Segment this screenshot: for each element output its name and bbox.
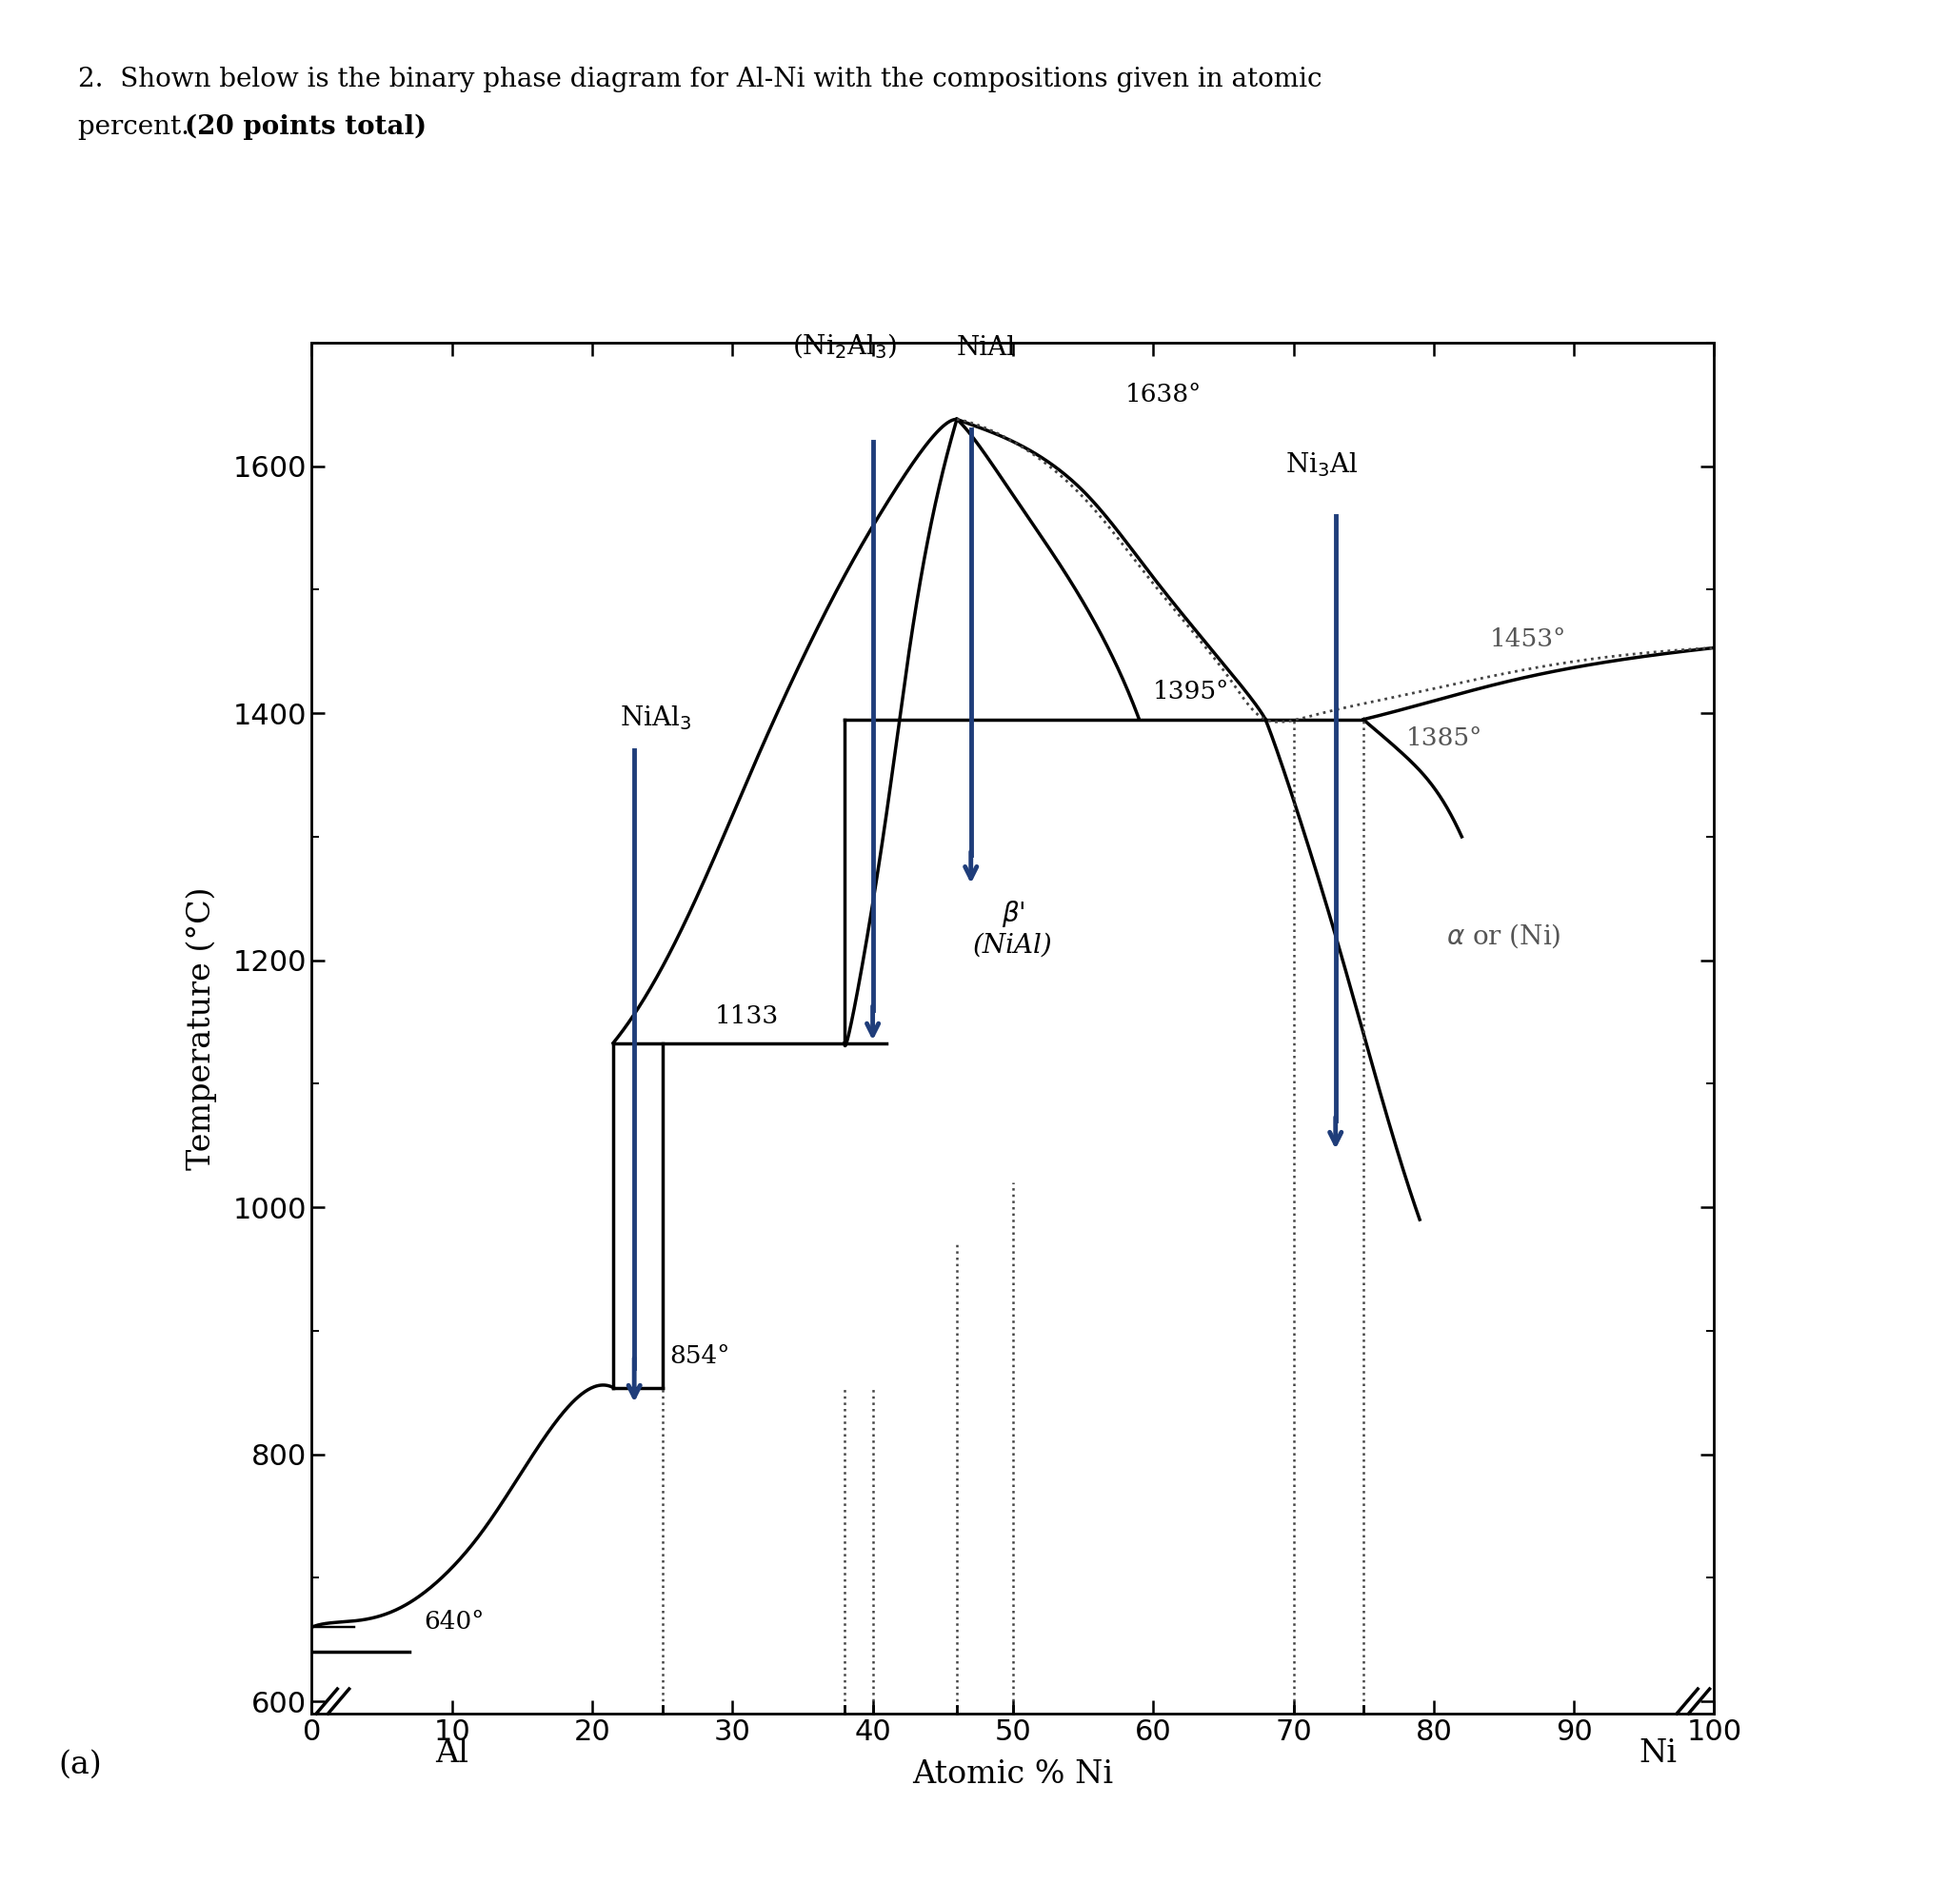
Text: $\beta$'
(NiAl): $\beta$' (NiAl) [974, 899, 1052, 958]
Text: $\alpha$ or (Ni): $\alpha$ or (Ni) [1447, 922, 1560, 950]
Text: Al: Al [434, 1738, 469, 1769]
Text: NiAl$_3$: NiAl$_3$ [619, 703, 692, 731]
Text: 854°: 854° [670, 1344, 730, 1367]
Text: 1395°: 1395° [1153, 680, 1229, 703]
X-axis label: Atomic % Ni: Atomic % Ni [912, 1759, 1114, 1790]
Text: (Ni$_2$Al$_3$): (Ni$_2$Al$_3$) [793, 331, 898, 362]
Text: (20 points total): (20 points total) [185, 114, 427, 141]
Text: 1133: 1133 [715, 1005, 779, 1028]
Text: Ni$_3$Al: Ni$_3$Al [1286, 449, 1358, 478]
Text: percent.: percent. [78, 114, 199, 141]
Text: 1453°: 1453° [1490, 626, 1566, 651]
Text: (a): (a) [58, 1750, 101, 1780]
Text: NiAl: NiAl [956, 335, 1017, 362]
Y-axis label: Temperature (°C): Temperature (°C) [187, 887, 218, 1169]
Text: 2.  Shown below is the binary phase diagram for Al-Ni with the compositions give: 2. Shown below is the binary phase diagr… [78, 67, 1323, 91]
Text: 640°: 640° [425, 1609, 485, 1634]
Text: Ni: Ni [1638, 1738, 1677, 1769]
Text: 1385°: 1385° [1406, 725, 1482, 750]
Text: 1638°: 1638° [1126, 383, 1202, 407]
